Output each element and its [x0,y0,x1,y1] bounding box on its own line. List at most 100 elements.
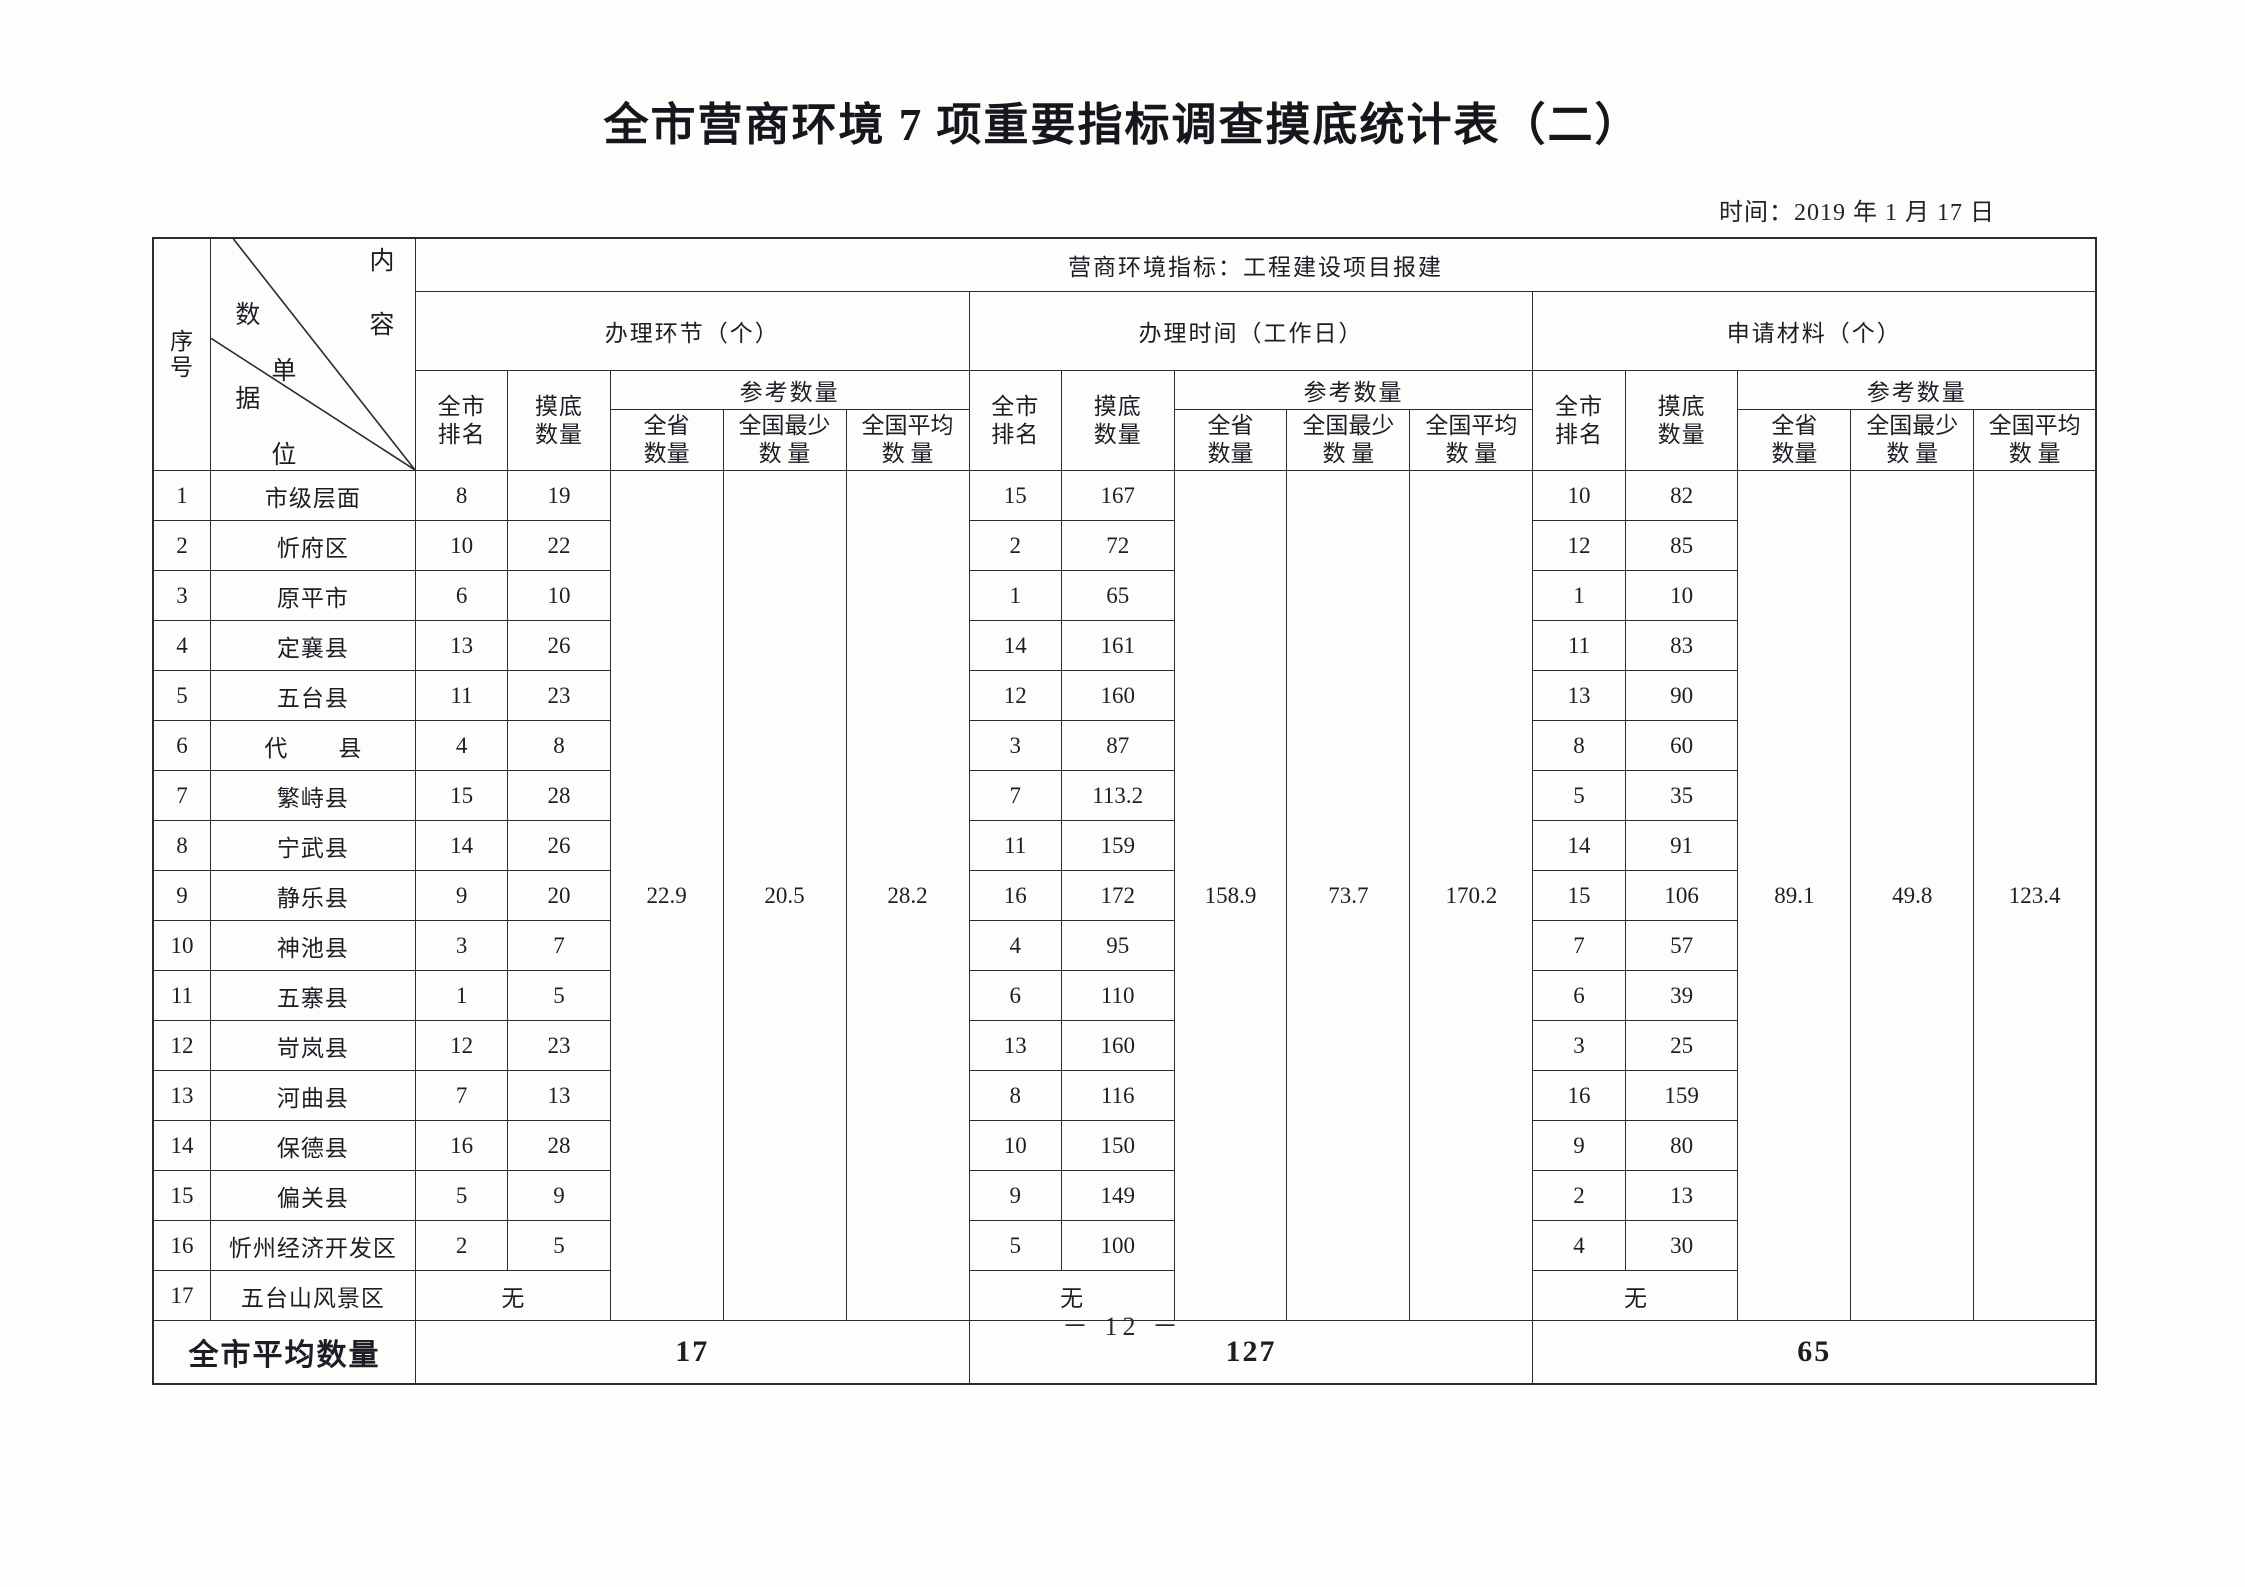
header-index-cell: 序 号 [151,237,211,471]
table-row: 3 原平市 6 10 1 65 1 10 [151,570,2096,621]
subheader-g2-survey-qty: 摸底 数量 [1060,370,1175,471]
subheader-g1-province-qty-line2: 数量 [643,441,690,466]
table-row: 11 五寨县 1 5 6 110 6 39 [151,970,2096,1021]
table-group-header-row: 办理环节（个） 办理时间（工作日） 申请材料（个） [153,291,2098,371]
row-index: 14 [151,1120,211,1171]
footer-g1-average: 17 [414,1320,970,1385]
row-survey-qty-g3: 39 [1624,970,1739,1021]
reference-national-min-g3: 49.8 [1850,470,1975,1321]
row-survey-qty-g2: 149 [1060,1170,1175,1221]
index-label-line2: 号 [169,354,194,380]
page-title: 全市营商环境 7 项重要指标调查摸底统计表（二） [603,100,1642,150]
row-none-value-g1: 无 [414,1270,611,1321]
row-city-rank-g2: 11 [968,820,1062,871]
row-city-rank-g1: 11 [414,670,509,721]
row-city-rank-g1: 9 [414,870,509,921]
subheader-g2-national-min-qty: 全国最少 数 量 [1286,409,1411,471]
subheader-g1-survey-qty: 摸底 数量 [507,370,611,471]
row-unit-name: 原平市 [209,570,416,621]
row-index: 17 [151,1270,211,1321]
row-survey-qty-g2: 116 [1060,1070,1175,1121]
row-survey-qty-g3: 13 [1624,1170,1739,1221]
row-index: 2 [151,520,211,571]
row-unit-name: 岢岚县 [209,1020,416,1071]
subheader-g3-province-qty: 全省 数量 [1737,409,1852,471]
row-city-rank-g3: 10 [1532,470,1626,521]
row-city-rank-g1: 3 [414,920,509,971]
row-survey-qty-g1: 20 [507,870,611,921]
row-city-rank-g1: 4 [414,720,509,771]
subheader-g2-survey-qty-line2: 数量 [1093,421,1142,447]
row-city-rank-g2: 1 [968,570,1062,621]
subheader-g3-national-avg-qty: 全国平均 数 量 [1973,409,2098,471]
row-survey-qty-g3: 83 [1624,620,1739,671]
subheader-g2-national-avg-line1: 全国平均 [1425,413,1518,439]
row-city-rank-g3: 1 [1532,570,1626,621]
subheader-g1-survey-qty-line1: 摸底 [534,393,583,419]
subheader-g1-national-min-line1: 全国最少 [738,413,831,439]
row-city-rank-g3: 3 [1532,1020,1626,1071]
subheader-g2-city-rank: 全市 排名 [968,370,1062,471]
row-survey-qty-g2: 95 [1060,920,1175,971]
group-header-process-time: 办理时间（工作日） [968,291,1534,371]
document-date: 时间：2019 年 1 月 17 日 [1719,200,1995,226]
subheader-g2-national-min-line1: 全国最少 [1302,413,1395,439]
group-header-process-steps: 办理环节（个） [414,291,970,371]
header-corner-cell: 内 容 数 据 单 位 [209,237,416,482]
row-unit-name: 五台山风景区 [209,1270,416,1321]
row-survey-qty-g2: 87 [1060,720,1175,771]
subheader-g2-survey-qty-line1: 摸底 [1093,393,1142,419]
reference-province-g2: 158.9 [1173,470,1288,1321]
row-unit-name: 五寨县 [209,970,416,1021]
row-survey-qty-g3: 80 [1624,1120,1739,1171]
row-city-rank-g2: 10 [968,1120,1062,1171]
row-city-rank-g3: 6 [1532,970,1626,1021]
row-survey-qty-g1: 19 [507,470,611,521]
row-city-rank-g2: 3 [968,720,1062,771]
subheader-g3-province-qty-line1: 全省 [1771,413,1818,439]
row-unit-name: 偏关县 [209,1170,416,1221]
reference-national-avg-g2: 170.2 [1409,470,1534,1321]
row-survey-qty-g1: 22 [507,520,611,571]
footer-label: 全市平均数量 [151,1320,416,1385]
row-survey-qty-g3: 35 [1624,770,1739,821]
subheader-g1-national-min-line2: 数 量 [758,441,811,466]
row-city-rank-g2: 13 [968,1020,1062,1071]
row-city-rank-g2: 7 [968,770,1062,821]
row-survey-qty-g2: 160 [1060,670,1175,721]
row-unit-name: 繁峙县 [209,770,416,821]
row-city-rank-g2: 14 [968,620,1062,671]
row-survey-qty-g3: 159 [1624,1070,1739,1121]
row-city-rank-g3: 7 [1532,920,1626,971]
subheader-g2-national-min-line2: 数 量 [1322,441,1375,466]
subheader-g1-national-avg-qty: 全国平均 数 量 [845,409,970,471]
table-row: 1 市级层面 8 19 22.9 20.5 28.2 15 167 158.9 73.7 170.2 1… [151,470,2098,1321]
row-index: 8 [151,820,211,871]
row-city-rank-g1: 6 [414,570,509,621]
subheader-g3-city-rank-line2: 排名 [1555,421,1604,447]
reference-national-avg-g3: 123.4 [1973,470,2098,1321]
table-subheader-row: 全市 排名 摸底 数量 参考数量 全市 排名 摸底 数量 参考数量 [153,370,2098,471]
row-survey-qty-g3: 30 [1624,1220,1739,1271]
row-survey-qty-g1: 26 [507,820,611,871]
row-survey-qty-g3: 85 [1624,520,1739,571]
subheader-g1-province-qty-line1: 全省 [643,413,690,439]
subheader-g1-province-qty: 全省 数量 [609,409,724,471]
row-city-rank-g1: 10 [414,520,509,571]
subheader-g1-city-rank-line1: 全市 [437,393,486,419]
group-header-application-materials: 申请材料（个） [1532,291,2098,371]
row-none-value-g3: 无 [1532,1270,1739,1321]
subheader-g2-national-avg-qty: 全国平均 数 量 [1409,409,1534,471]
row-index: 3 [151,570,211,621]
subheader-g2-national-avg-line2: 数 量 [1445,441,1498,466]
row-city-rank-g3: 13 [1532,670,1626,721]
row-index: 4 [151,620,211,671]
row-city-rank-g2: 5 [968,1220,1062,1271]
row-city-rank-g1: 2 [414,1220,509,1271]
row-survey-qty-g1: 26 [507,620,611,671]
row-unit-name: 静乐县 [209,870,416,921]
row-city-rank-g3: 2 [1532,1170,1626,1221]
row-survey-qty-g2: 167 [1060,470,1175,521]
